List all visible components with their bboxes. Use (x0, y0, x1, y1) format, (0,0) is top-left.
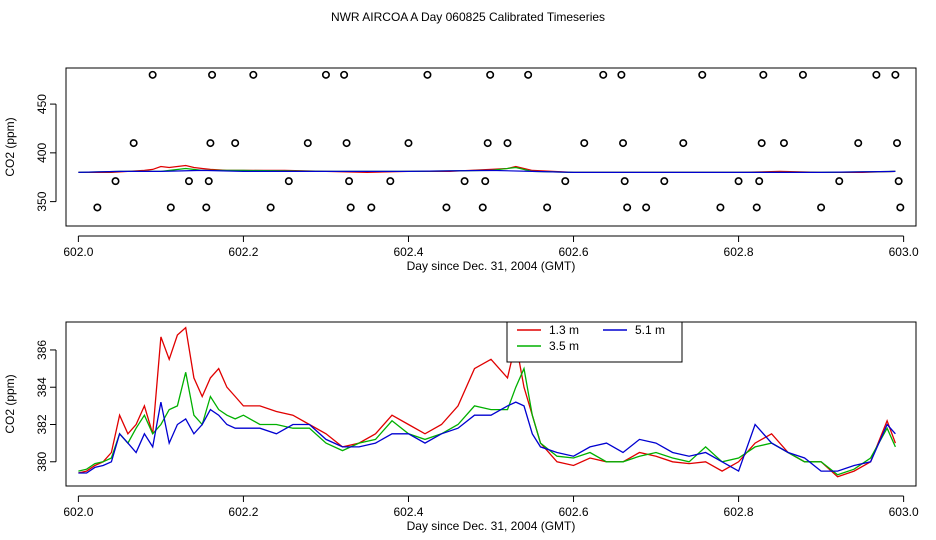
panel2-legend-label-1-3-m: 1.3 m (549, 323, 579, 337)
panel1-calibration-point (698, 70, 707, 79)
panel1-calibration-point (249, 70, 258, 79)
panel1-calibration-point (642, 203, 651, 212)
panel1-calibration-point (835, 177, 844, 186)
panel1-calibration-point (266, 203, 275, 212)
panel1-calibration-point (894, 177, 903, 186)
panel1-calibration-point (206, 139, 215, 148)
panel1-calibration-point (619, 139, 628, 148)
panel1-calibration-point (872, 70, 881, 79)
panel1-calibration-point (346, 203, 355, 212)
panel2-x-tick-label: 602.2 (228, 505, 258, 519)
panel1-series-line-1-3-m (78, 164, 896, 174)
panel1-x-tick-label: 602.2 (228, 245, 258, 259)
panel1-calibration-point (148, 70, 157, 79)
panel1-calibration-point (483, 139, 492, 148)
panel1-calibration-point (166, 203, 175, 212)
panel1-calibration-point (284, 177, 293, 186)
panel1-calibration-point (759, 70, 768, 79)
panel1-calibration-point (202, 203, 211, 212)
panel1-calibration-point (129, 139, 138, 148)
panel2-y-tick-label: 382 (35, 414, 49, 434)
panel1-calibration-point (442, 203, 451, 212)
panel1-calibration-point (481, 177, 490, 186)
panel1-y-tick-label: 350 (35, 191, 49, 211)
panel1-calibration-point (752, 203, 761, 212)
panel2-x-tick-label: 602.6 (559, 505, 589, 519)
panel2-y-tick-label: 380 (35, 451, 49, 471)
panel1-plot-frame (65, 67, 917, 227)
panel1-x-axis-label: Day since Dec. 31, 2004 (GMT) (407, 259, 576, 273)
panel1-calibration-point (755, 177, 764, 186)
panel2-y-axis-label: CO2 (ppm) (3, 374, 17, 433)
panel2-y-tick-label: 386 (35, 340, 49, 360)
panel1-calibration-point (896, 203, 905, 212)
panel1-calibration-point (208, 70, 217, 79)
panel1-calibration-point (817, 203, 826, 212)
panel1-x-tick-label: 602.0 (63, 245, 93, 259)
panel1-calibration-point (404, 139, 413, 148)
panel1-calibration-point (854, 139, 863, 148)
panel1-calibration-point (486, 70, 495, 79)
panel2-legend-label-5-1-m: 5.1 m (635, 323, 665, 337)
panel2-plot-frame (65, 321, 917, 487)
panel1-calibration-point (543, 203, 552, 212)
panel1-calibration-point (716, 203, 725, 212)
panel1-calibration-point (679, 139, 688, 148)
panel1-calibration-point (580, 139, 589, 148)
panel1-calibration-point (342, 139, 351, 148)
panel1-calibration-point (798, 70, 807, 79)
panel1-calibration-point (111, 177, 120, 186)
panel1-x-tick-label: 602.4 (393, 245, 423, 259)
panel1-calibration-point (660, 177, 669, 186)
panel1-calibration-point (386, 177, 395, 186)
panel1-calibration-point (503, 139, 512, 148)
panel1-calibration-point (620, 177, 629, 186)
panel1-calibration-point (345, 177, 354, 186)
panel2-x-tick-label: 602.8 (724, 505, 754, 519)
panel2-x-tick-label: 603.0 (889, 505, 919, 519)
panel1-calibration-point (617, 70, 626, 79)
panel1-calibration-point (623, 203, 632, 212)
panel2-x-tick-label: 602.0 (63, 505, 93, 519)
panel1-calibration-point (561, 177, 570, 186)
panel1-y-axis-label: CO2 (ppm) (3, 117, 17, 176)
panel2-legend-label-3-5-m: 3.5 m (549, 339, 579, 353)
panel1-calibration-point (303, 139, 312, 148)
panel1-calibration-point (184, 177, 193, 186)
panel1-y-tick-label: 450 (35, 94, 49, 114)
panel1-x-tick-label: 602.6 (559, 245, 589, 259)
chart-title: NWR AIRCOA A Day 060825 Calibrated Times… (330, 10, 606, 24)
panel1-calibration-point (204, 177, 213, 186)
panel1-calibration-point (231, 139, 240, 148)
panel2-series-line-5-1-m (78, 401, 896, 474)
panel1-x-tick-label: 602.8 (724, 245, 754, 259)
panel1-calibration-point (460, 177, 469, 186)
panel2-series-line-3-5-m (78, 366, 896, 476)
panel1-calibration-point (340, 70, 349, 79)
panel2-y-tick-label: 384 (35, 377, 49, 397)
panel1-calibration-point (891, 70, 900, 79)
panel1-calibration-point (893, 139, 902, 148)
panel1-calibration-point (478, 203, 487, 212)
panel2-x-tick-label: 602.4 (393, 505, 423, 519)
panel2-series-line-1-3-m (78, 326, 897, 478)
panel1-x-tick-label: 603.0 (889, 245, 919, 259)
panel1-calibration-point (423, 70, 432, 79)
panel2-legend-box (506, 321, 683, 363)
panel1-calibration-point (321, 70, 330, 79)
panel1-y-tick-label: 400 (35, 143, 49, 163)
panel1-calibration-point (524, 70, 533, 79)
panel1-calibration-point (734, 177, 743, 186)
panel1-calibration-point (757, 139, 766, 148)
panel2-x-axis-label: Day since Dec. 31, 2004 (GMT) (407, 519, 576, 533)
panel1-calibration-point (93, 203, 102, 212)
panel1-calibration-point (599, 70, 608, 79)
panel1-series-line-5-1-m (78, 169, 896, 173)
panel1-calibration-point (779, 139, 788, 148)
panel1-calibration-point (367, 203, 376, 212)
